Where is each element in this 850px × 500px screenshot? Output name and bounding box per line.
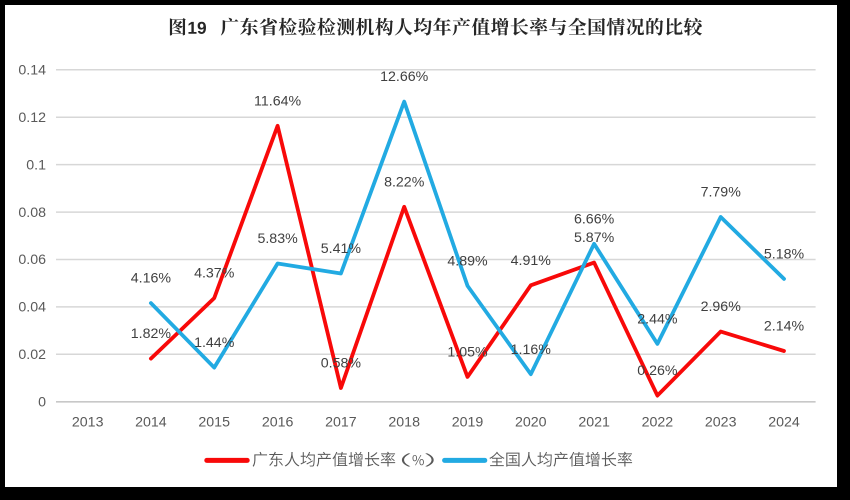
svg-text:4.89%: 4.89% — [447, 253, 488, 269]
svg-text:2.14%: 2.14% — [764, 319, 805, 335]
svg-text:1.82%: 1.82% — [131, 326, 172, 342]
svg-text:2021: 2021 — [578, 415, 610, 431]
svg-text:0.1: 0.1 — [26, 157, 46, 173]
svg-text:2013: 2013 — [72, 415, 104, 431]
svg-text:2014: 2014 — [135, 415, 167, 431]
svg-text:6.66%: 6.66% — [574, 211, 615, 227]
svg-text:7.79%: 7.79% — [701, 185, 742, 201]
svg-text:11.64%: 11.64% — [254, 93, 301, 109]
svg-text:0.26%: 0.26% — [637, 363, 678, 379]
svg-text:8.22%: 8.22% — [384, 174, 425, 190]
svg-text:4.16%: 4.16% — [131, 271, 172, 287]
svg-text:2.96%: 2.96% — [701, 299, 742, 315]
svg-text:1.16%: 1.16% — [511, 342, 552, 358]
svg-text:2018: 2018 — [388, 415, 420, 431]
svg-text:0.04: 0.04 — [18, 300, 46, 316]
svg-text:0.14: 0.14 — [18, 62, 46, 78]
svg-text:12.66%: 12.66% — [380, 69, 429, 85]
svg-text:2015: 2015 — [198, 415, 230, 431]
svg-text:5.83%: 5.83% — [257, 231, 298, 247]
svg-text:5.41%: 5.41% — [321, 241, 362, 257]
svg-text:0.58%: 0.58% — [321, 356, 362, 372]
svg-text:2022: 2022 — [642, 415, 674, 431]
svg-text:4.37%: 4.37% — [194, 266, 235, 282]
svg-text:1.44%: 1.44% — [194, 335, 235, 351]
svg-text:5.18%: 5.18% — [764, 247, 805, 263]
svg-text:5.87%: 5.87% — [574, 230, 615, 246]
svg-text:2.44%: 2.44% — [637, 312, 678, 328]
svg-text:0.06: 0.06 — [18, 252, 46, 268]
svg-text:4.91%: 4.91% — [511, 253, 552, 269]
svg-text:0.08: 0.08 — [18, 205, 46, 221]
svg-text:2020: 2020 — [515, 415, 547, 431]
svg-text:2024: 2024 — [768, 415, 800, 431]
svg-text:1.05%: 1.05% — [447, 345, 488, 361]
svg-text:2016: 2016 — [262, 415, 294, 431]
svg-text:0.12: 0.12 — [18, 110, 46, 126]
svg-text:2017: 2017 — [325, 415, 357, 431]
svg-text:0.02: 0.02 — [18, 347, 46, 363]
svg-text:2019: 2019 — [452, 415, 484, 431]
svg-text:2023: 2023 — [705, 415, 737, 431]
svg-text:0: 0 — [38, 394, 46, 410]
